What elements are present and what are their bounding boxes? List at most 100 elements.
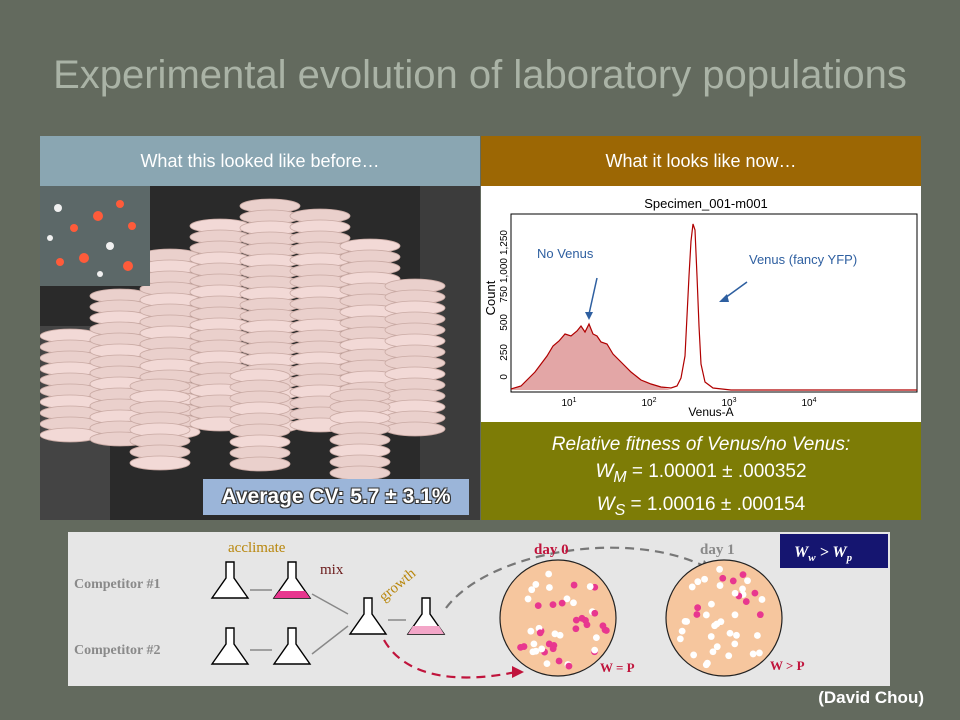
xtick-1: 101	[561, 397, 576, 409]
flask-c2-start	[210, 627, 250, 665]
cell	[592, 634, 600, 641]
cell	[543, 660, 551, 667]
cell	[726, 629, 734, 637]
no-venus-annotation: No Venus	[537, 246, 594, 261]
cell	[538, 645, 546, 653]
cell	[591, 609, 599, 617]
xtick-2: 102	[641, 397, 656, 409]
cell	[599, 622, 607, 630]
no-venus-arrow-head	[585, 312, 593, 320]
dashed-arrow-to-day1	[445, 546, 709, 609]
cell	[556, 631, 564, 639]
cell	[742, 598, 750, 605]
petri-dish	[229, 456, 291, 472]
colony-illustration	[40, 186, 150, 286]
cell	[693, 611, 701, 618]
cell	[532, 647, 540, 655]
cell	[545, 570, 553, 578]
cell	[570, 581, 578, 589]
cell	[527, 627, 535, 635]
histogram-curve	[510, 223, 917, 391]
average-cv-label: Average CV: 5.7 ± 3.1%	[203, 479, 469, 515]
cell	[524, 595, 532, 603]
competitor-2-label: Competitor #2	[74, 643, 160, 658]
cell	[733, 631, 740, 639]
cell	[729, 577, 737, 585]
cell	[725, 652, 733, 660]
flask-mix	[348, 597, 388, 635]
cell	[711, 622, 719, 630]
cell	[690, 651, 698, 659]
mix-label: mix	[320, 562, 344, 578]
cell	[586, 583, 594, 590]
w-greater-p-label: W > P	[770, 658, 805, 673]
cell	[694, 578, 702, 586]
day-0-cells	[517, 570, 610, 670]
petri-dish-stack-photo	[40, 186, 480, 520]
cell	[731, 611, 739, 619]
day-1-label: day 1	[700, 542, 735, 558]
cell	[688, 583, 696, 591]
cell	[739, 585, 746, 593]
cell	[717, 618, 725, 626]
cell	[570, 599, 577, 607]
cell	[739, 571, 747, 579]
cell	[678, 627, 686, 635]
specimen-label: Specimen_001-m001	[644, 196, 768, 211]
cell	[702, 661, 710, 669]
cell	[572, 616, 580, 624]
ytick-500: 500	[499, 314, 510, 331]
cell	[719, 574, 727, 582]
no-venus-arrow	[588, 277, 598, 315]
ytick-750: 750	[499, 286, 510, 303]
cell	[555, 657, 563, 665]
cell	[676, 635, 684, 643]
cell	[702, 611, 710, 619]
venus-arrow	[724, 281, 748, 299]
arrow-c1-mix	[311, 593, 349, 615]
colony-inset-photo	[40, 186, 150, 286]
credit-label: (David Chou)	[818, 688, 924, 707]
flask-c2-acclimate	[272, 627, 312, 665]
cell	[551, 630, 559, 638]
petri-dish	[329, 465, 391, 481]
cell	[520, 643, 528, 650]
cell	[546, 584, 553, 591]
cell	[708, 600, 715, 608]
fitness-heading: Relative fitness of Venus/no Venus:	[551, 434, 851, 455]
cell	[749, 650, 757, 658]
xtick-3: 103	[721, 397, 736, 409]
cell	[694, 604, 702, 612]
competitor-1-label: Competitor #1	[74, 577, 160, 592]
cell	[731, 589, 739, 597]
cell	[707, 633, 715, 640]
cell	[716, 565, 723, 573]
histogram-ylabel: Count	[483, 280, 498, 315]
cell	[716, 582, 724, 589]
cell	[709, 648, 717, 656]
relative-fitness-box: Relative fitness of Venus/no Venus: WM =…	[481, 422, 921, 520]
cell	[572, 625, 580, 633]
w-equals-p-label: W = P	[600, 660, 635, 675]
cell	[744, 577, 751, 585]
histogram-xlabel: Venus-A	[688, 405, 733, 419]
acclimate-label: acclimate	[228, 540, 286, 556]
competition-assay-diagram: Competitor #1 Competitor #2 acclimate mi…	[68, 532, 890, 686]
ytick-250: 250	[499, 344, 510, 361]
cell	[756, 611, 764, 619]
cell	[713, 643, 721, 651]
petri-dish-illustration	[40, 186, 480, 520]
cell	[530, 640, 538, 648]
fitness-result-text: Ww > Wp	[794, 544, 853, 564]
cell	[549, 601, 557, 609]
cell	[755, 649, 763, 657]
histogram-dense-fill	[511, 324, 671, 390]
cell	[758, 596, 766, 603]
petri-dish	[384, 421, 446, 437]
xtick-4: 104	[801, 397, 816, 409]
fitness-result-badge	[780, 534, 888, 568]
now-header: What it looks like now…	[481, 136, 921, 186]
cell	[681, 618, 689, 625]
cell	[550, 642, 558, 649]
day-0-label: day 0	[534, 542, 569, 558]
